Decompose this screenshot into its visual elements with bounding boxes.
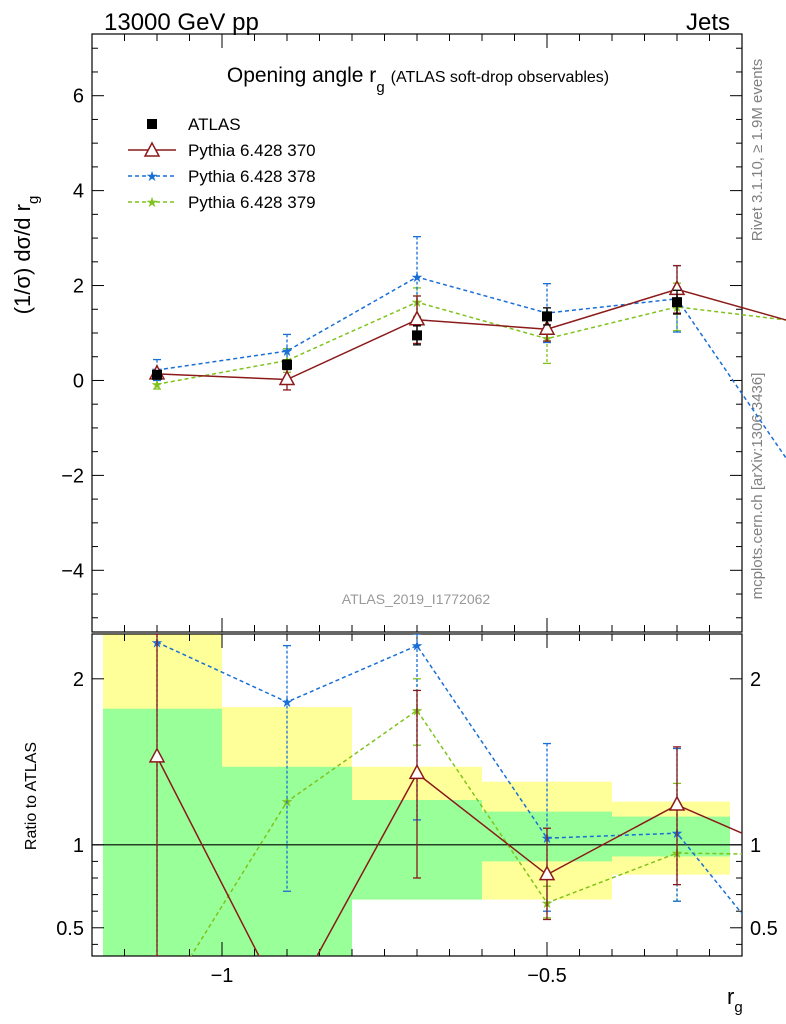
legend: ATLAS Pythia 6.428 370 ★ Pythia 6.428 37… — [128, 115, 316, 212]
x-tick-label: −1 — [211, 965, 234, 987]
main-y-tick-label: 6 — [73, 86, 84, 108]
legend-entry-p370: Pythia 6.428 370 — [128, 141, 316, 160]
mcplots-label: mcplots.cern.ch [arXiv:1306.3436] — [749, 373, 766, 600]
legend-entry-p379: ★ Pythia 6.428 379 — [128, 193, 316, 212]
legend-label-p370: Pythia 6.428 370 — [188, 141, 316, 160]
ratio-y-tick-label-left: 0.5 — [56, 918, 84, 940]
main-series-line-p379 — [156, 301, 786, 385]
ratio-series-line-p378 — [156, 641, 742, 915]
ratio-series-group: ★★★★★★★★★★ — [148, 634, 742, 956]
header-left: 13000 GeV pp — [104, 9, 259, 36]
main-point-atlas — [152, 369, 162, 380]
ratio-point-p378: ★ — [281, 694, 294, 710]
header-right: Jets — [686, 9, 730, 36]
ratio-series-line-p379 — [190, 709, 742, 956]
legend-marker-p379: ★ — [146, 194, 159, 210]
main-point-atlas — [282, 359, 292, 370]
main-y-axis-label: (1/σ) dσ/d rg — [10, 196, 42, 315]
ratio-y-tick-label-right: 0.5 — [750, 918, 778, 940]
main-point-p370 — [278, 369, 296, 386]
ratio-band-inner — [612, 816, 730, 857]
legend-label-p379: Pythia 6.428 379 — [188, 193, 316, 212]
main-point-atlas — [542, 311, 552, 322]
analysis-id-label: ATLAS_2019_I1772062 — [342, 591, 491, 607]
main-point-p370 — [538, 319, 556, 335]
main-point-p378: ★ — [411, 269, 424, 285]
ratio-band-inner — [103, 708, 222, 956]
main-point-atlas — [672, 297, 682, 308]
ratio-y-tick-label-right: 1 — [750, 835, 761, 857]
ratio-point-p378: ★ — [411, 638, 424, 654]
main-y-tick-label: 4 — [73, 181, 84, 203]
legend-marker-p370 — [143, 141, 161, 157]
main-point-p370 — [408, 310, 426, 326]
ratio-point-p370 — [408, 763, 426, 780]
legend-label-p378: Pythia 6.428 378 — [188, 167, 316, 186]
main-point-atlas — [412, 330, 422, 341]
ratio-point-p370 — [668, 795, 686, 811]
main-point-p378: ★ — [281, 343, 294, 359]
legend-entry-p378: ★ Pythia 6.428 378 — [128, 167, 316, 186]
ratio-y-tick-label-left: 2 — [73, 669, 84, 691]
main-series-line-p378 — [156, 276, 786, 460]
x-axis-label: rg — [727, 984, 743, 1016]
x-tick-label: −0.5 — [527, 965, 566, 987]
legend-marker-p378: ★ — [146, 168, 159, 184]
ratio-y-axis-label: Ratio to ATLAS — [23, 742, 40, 850]
chart-title: Opening angle rg(ATLAS soft-drop observa… — [227, 64, 609, 96]
ratio-point-p370 — [538, 865, 556, 881]
ratio-y-tick-label-left: 1 — [73, 835, 84, 857]
legend-entry-atlas: ATLAS — [147, 115, 241, 134]
main-y-tick-label: 0 — [73, 370, 84, 392]
main-y-tick-label: −2 — [61, 465, 84, 487]
main-y-tick-label: 2 — [73, 276, 84, 298]
rivet-label: Rivet 3.1.10, ≥ 1.9M events — [749, 59, 766, 242]
main-series-line-p370 — [156, 288, 786, 381]
ratio-point-p370 — [148, 747, 166, 763]
legend-label-atlas: ATLAS — [188, 115, 241, 134]
main-y-tick-label: −4 — [61, 560, 84, 582]
legend-marker-atlas — [147, 119, 157, 129]
ratio-y-tick-label-right: 2 — [750, 669, 761, 691]
ratio-series-line-p370 — [156, 756, 742, 956]
